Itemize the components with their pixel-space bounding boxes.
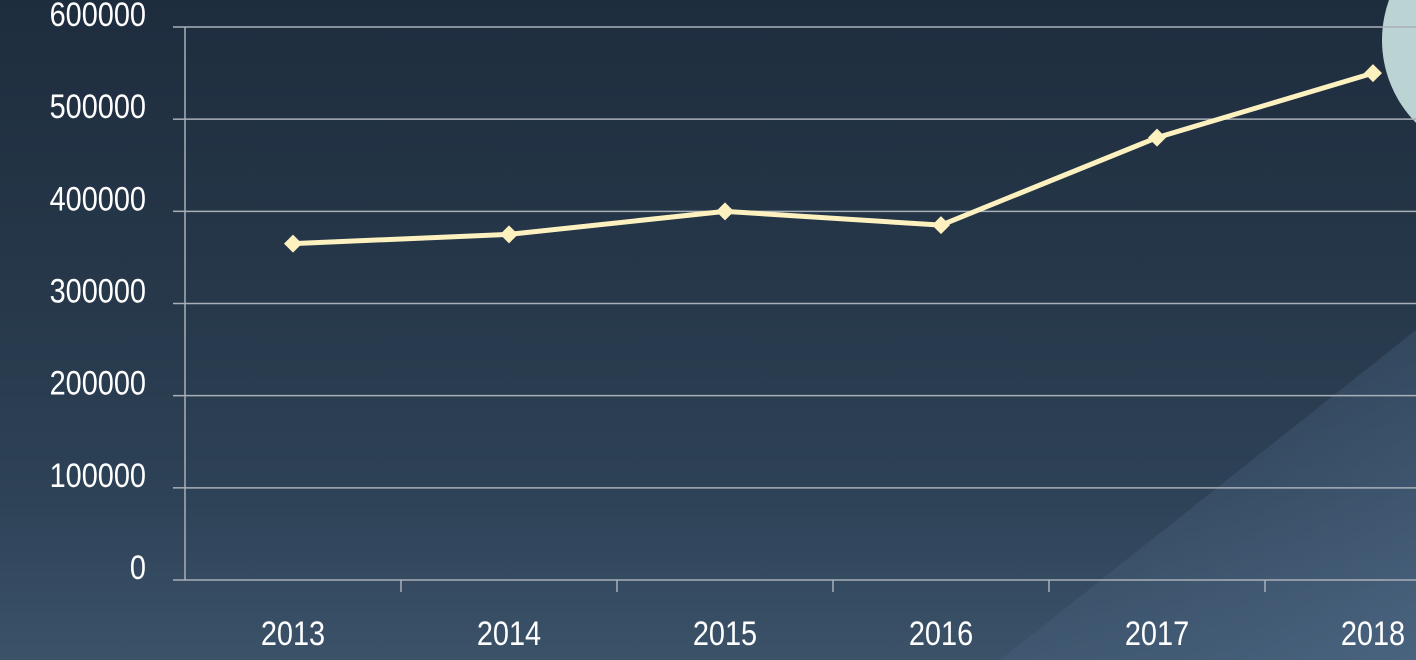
y-tick-label: 500000 bbox=[50, 87, 146, 126]
y-tick-label: 400000 bbox=[50, 179, 146, 218]
data-point bbox=[716, 202, 734, 221]
y-tick-label: 100000 bbox=[50, 456, 146, 495]
y-tick-label: 600000 bbox=[50, 0, 146, 34]
grid: 0 100000 200000 300000 400000 500000 600000 201… bbox=[50, 0, 1416, 653]
data-point bbox=[284, 234, 302, 253]
x-tick-label: 2015 bbox=[693, 614, 757, 653]
data-point bbox=[1364, 64, 1382, 83]
x-tick-label: 2013 bbox=[261, 614, 325, 653]
y-tick-label: 0 bbox=[130, 548, 146, 587]
data-point bbox=[932, 216, 950, 235]
x-tick-label: 2018 bbox=[1341, 614, 1405, 653]
plot bbox=[284, 64, 1382, 253]
x-tick-label: 2017 bbox=[1125, 614, 1189, 653]
background-water bbox=[1000, 330, 1416, 660]
data-point bbox=[1148, 128, 1166, 147]
data-line bbox=[292, 70, 1374, 247]
y-tick-label: 200000 bbox=[50, 363, 146, 402]
data-point bbox=[500, 225, 518, 244]
y-tick-label: 300000 bbox=[50, 271, 146, 310]
x-tick-label: 2014 bbox=[477, 614, 541, 653]
x-tick-label: 2016 bbox=[909, 614, 973, 653]
decor-circle bbox=[1382, 0, 1416, 123]
